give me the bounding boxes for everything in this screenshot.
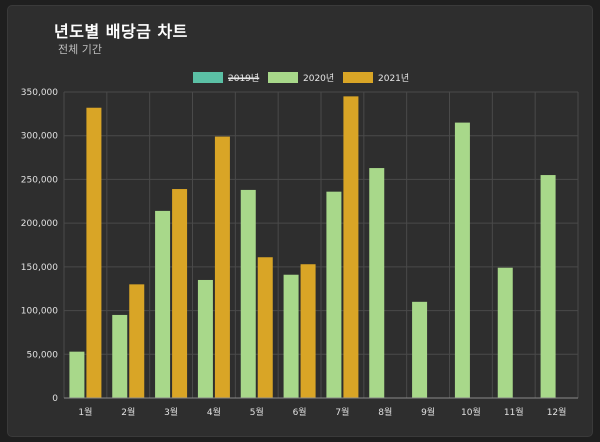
legend-swatch bbox=[193, 72, 223, 83]
y-axis: 0 50,000 100,000 150,000 200,000 250,000 300,0… bbox=[21, 88, 58, 404]
bar-2021년-6월[interactable] bbox=[300, 264, 316, 398]
legend-label: 2021년 bbox=[378, 73, 409, 84]
legend-label: 2020년 bbox=[303, 73, 334, 84]
y-tick-label: 100,000 bbox=[21, 307, 58, 317]
bar-2021년-5월[interactable] bbox=[257, 257, 273, 398]
chart-panel bbox=[8, 6, 592, 436]
y-tick-label: 250,000 bbox=[21, 175, 58, 185]
y-tick-label: 350,000 bbox=[21, 88, 58, 98]
chart-title: 년도별 배당금 차트 bbox=[54, 22, 188, 41]
x-tick-label: 8월 bbox=[378, 406, 392, 418]
x-tick-label: 9월 bbox=[421, 406, 435, 418]
x-tick-label: 1월 bbox=[78, 406, 92, 418]
bars bbox=[69, 96, 556, 399]
bar-2021년-7월[interactable] bbox=[343, 96, 359, 398]
x-tick-label: 3월 bbox=[164, 406, 178, 418]
bar-2020년-3월[interactable] bbox=[155, 210, 171, 398]
legend-swatch bbox=[343, 72, 373, 83]
bar-2020년-2월[interactable] bbox=[112, 314, 128, 398]
legend[interactable]: 2019년 2020년 2021년 bbox=[193, 72, 409, 84]
chart-subtitle: 전체 기간 bbox=[58, 43, 102, 56]
legend-item[interactable]: 2021년 bbox=[343, 72, 409, 84]
y-tick-label: 200,000 bbox=[21, 219, 58, 229]
y-tick-label: 50,000 bbox=[27, 350, 59, 360]
legend-swatch bbox=[268, 72, 298, 83]
bar-2020년-12월[interactable] bbox=[540, 175, 556, 398]
x-tick-label: 4월 bbox=[207, 406, 221, 418]
bar-2020년-4월[interactable] bbox=[197, 279, 213, 398]
x-tick-label: 12월 bbox=[547, 406, 567, 418]
x-axis: 1월 2월 3월 4월 5월 6월 7월 8월 9월 10월 11월 12월 bbox=[64, 397, 578, 418]
bar-2020년-5월[interactable] bbox=[240, 189, 256, 398]
bar-2021년-3월[interactable] bbox=[172, 189, 188, 398]
bar-2020년-11월[interactable] bbox=[497, 267, 513, 398]
bar-2020년-6월[interactable] bbox=[283, 274, 299, 398]
bar-2020년-7월[interactable] bbox=[326, 191, 342, 398]
x-tick-label: 6월 bbox=[293, 406, 307, 418]
legend-item[interactable]: 2019년 bbox=[193, 72, 260, 84]
bar-2021년-4월[interactable] bbox=[214, 136, 230, 399]
x-tick-label: 5월 bbox=[250, 406, 264, 418]
bar-2020년-1월[interactable] bbox=[69, 351, 85, 398]
grid-lines bbox=[63, 91, 579, 399]
y-tick-label: 150,000 bbox=[21, 263, 58, 273]
x-tick-label: 10월 bbox=[461, 406, 481, 418]
bar-2021년-1월[interactable] bbox=[86, 107, 102, 398]
bar-2020년-9월[interactable] bbox=[412, 301, 428, 398]
y-tick-label: 0 bbox=[52, 394, 58, 404]
y-tick-label: 300,000 bbox=[21, 132, 58, 142]
x-tick-label: 7월 bbox=[335, 406, 349, 418]
bar-2020년-10월[interactable] bbox=[454, 122, 470, 398]
bar-2021년-2월[interactable] bbox=[129, 284, 145, 398]
bar-2020년-8월[interactable] bbox=[369, 168, 385, 398]
x-tick-label: 2월 bbox=[121, 406, 135, 418]
legend-item[interactable]: 2020년 bbox=[268, 72, 334, 84]
x-tick-label: 11월 bbox=[504, 406, 524, 418]
